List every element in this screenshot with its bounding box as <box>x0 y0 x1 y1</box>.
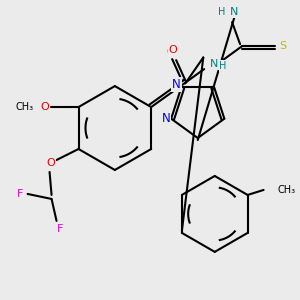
Text: O: O <box>40 102 49 112</box>
Text: O: O <box>46 158 55 168</box>
Text: O: O <box>167 47 176 57</box>
Text: N: N <box>230 7 238 17</box>
Text: H: H <box>218 7 226 17</box>
Text: CH₃: CH₃ <box>278 185 296 195</box>
Text: N: N <box>172 78 181 91</box>
Text: F: F <box>16 189 23 199</box>
Text: F: F <box>57 224 64 234</box>
Text: S: S <box>280 41 286 51</box>
Text: N: N <box>162 112 170 125</box>
Text: CH₃: CH₃ <box>16 102 34 112</box>
Text: H: H <box>219 61 227 71</box>
Text: N: N <box>210 59 218 69</box>
Text: O: O <box>169 45 178 55</box>
